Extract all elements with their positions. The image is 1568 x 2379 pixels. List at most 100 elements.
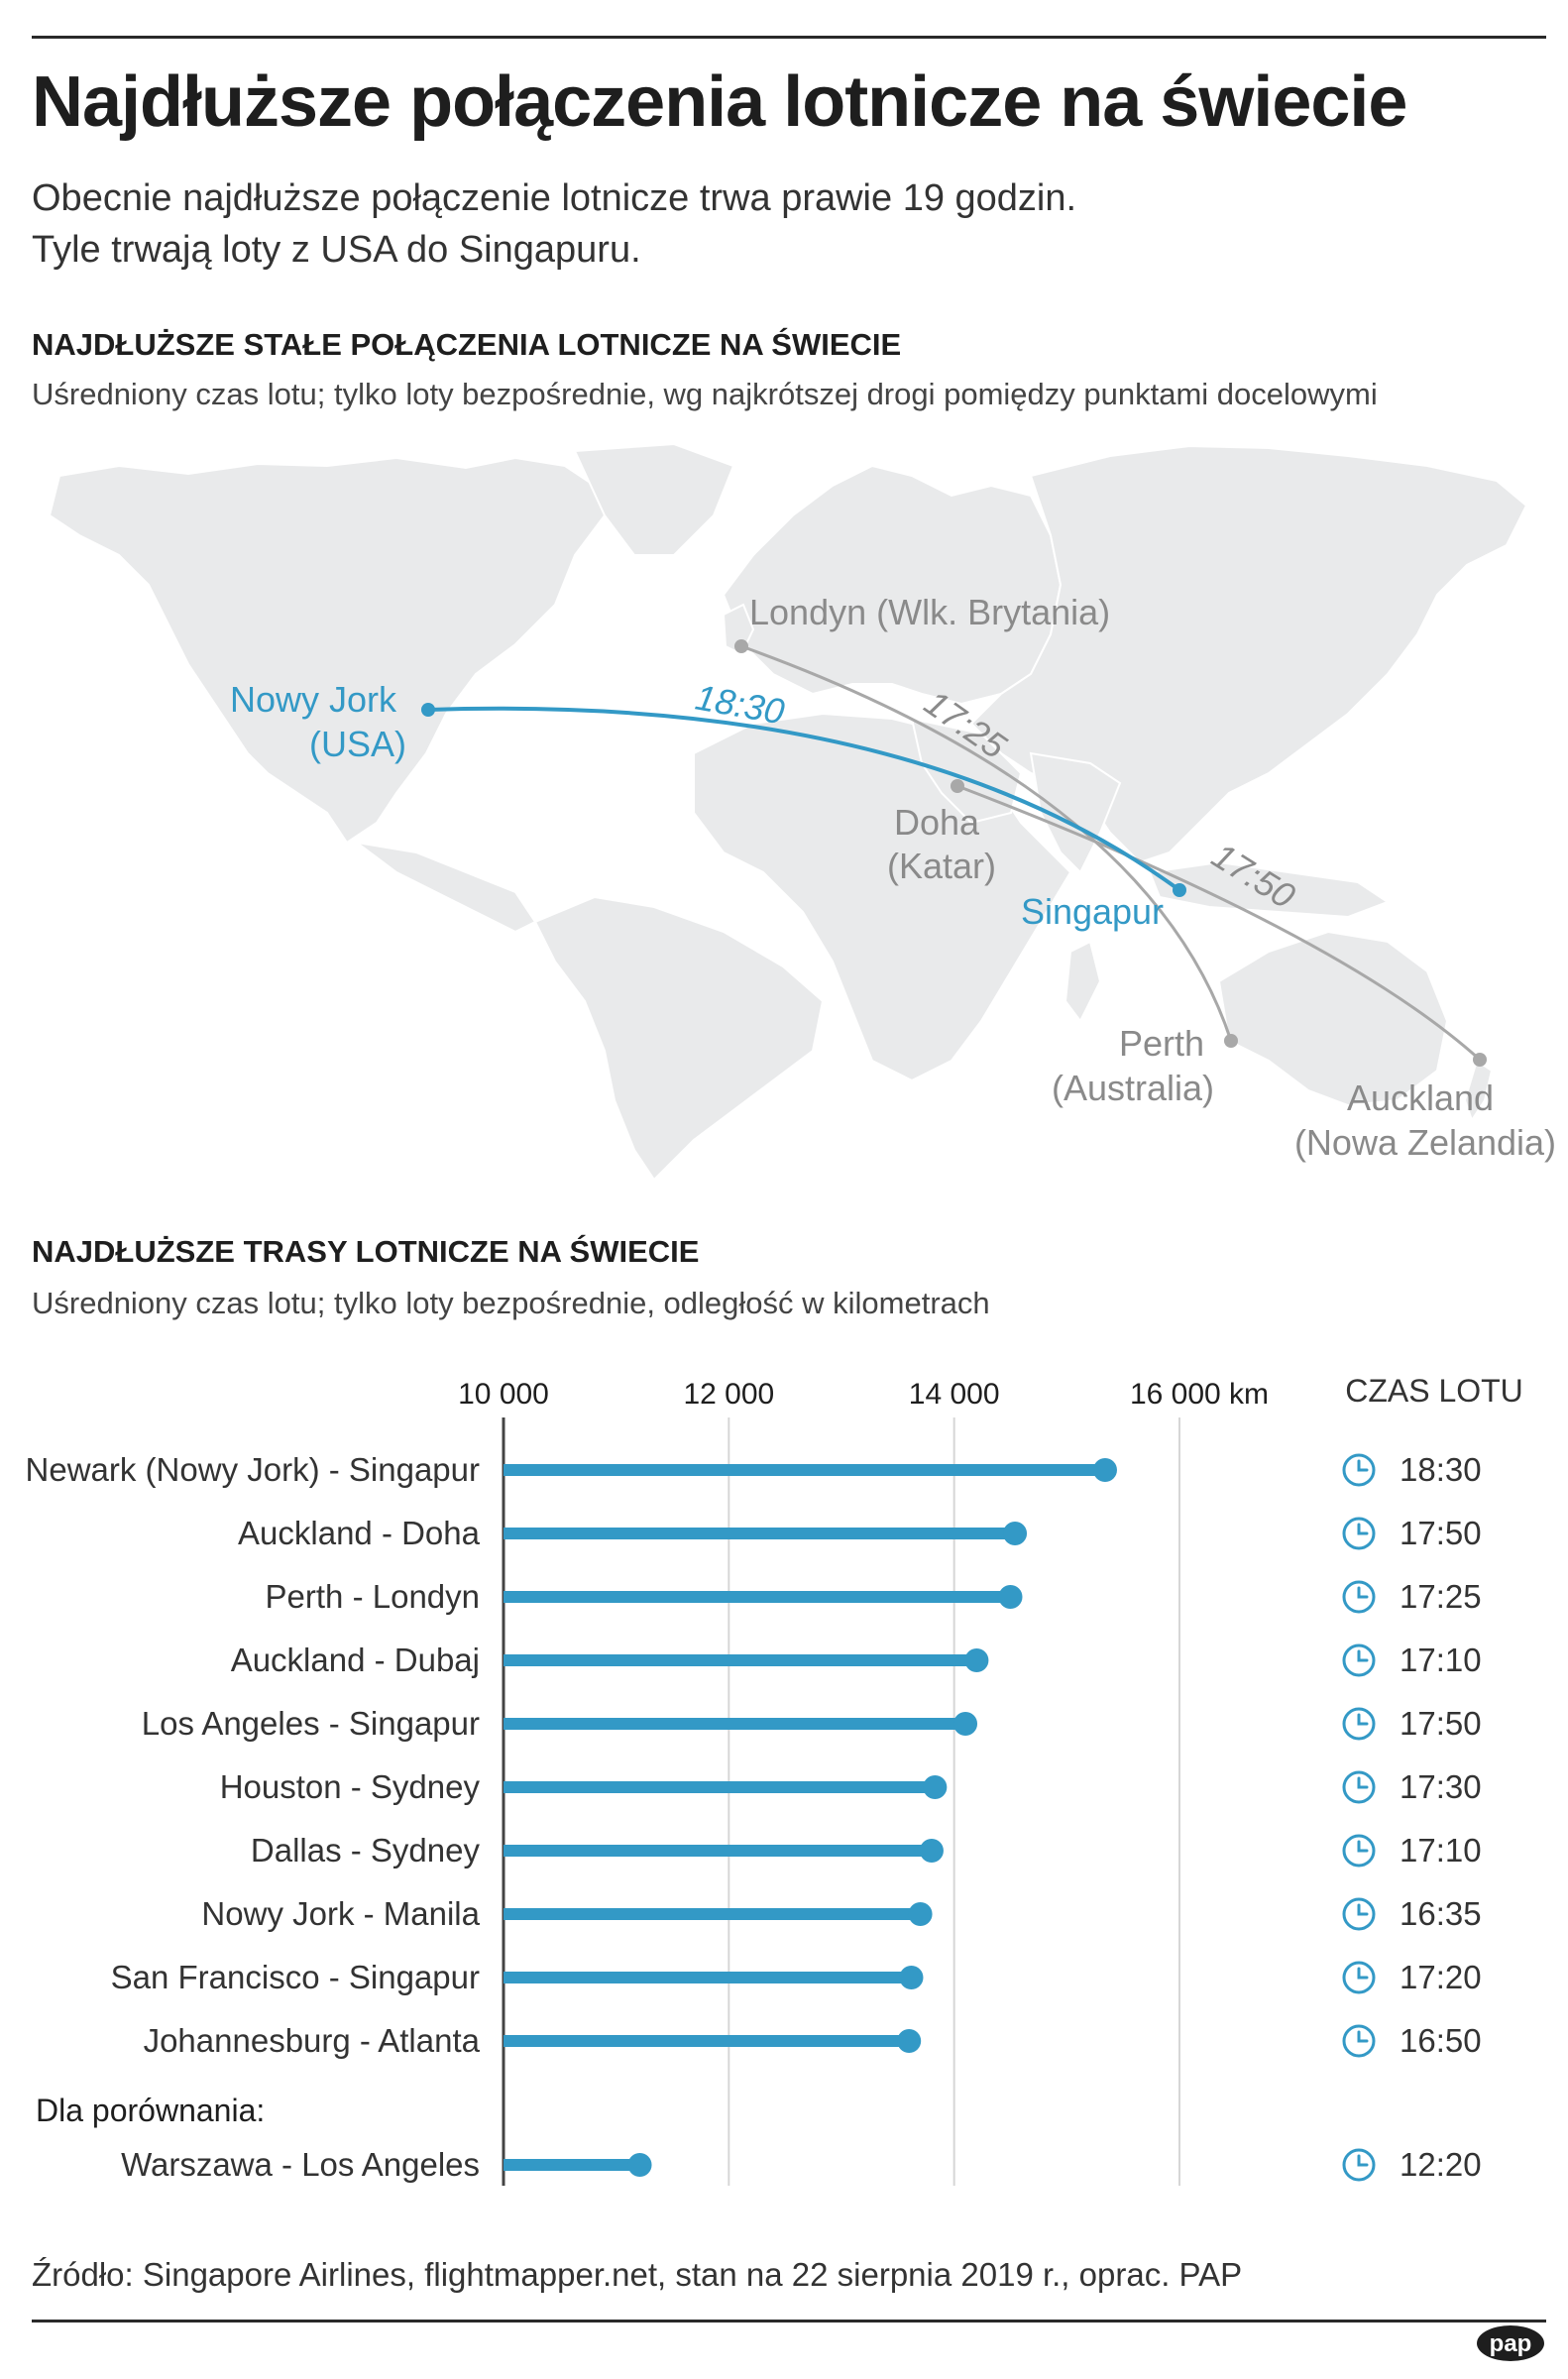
arabia-shape xyxy=(910,717,1023,825)
chart-row: Auckland - Doha 17:50 xyxy=(238,1515,1482,1551)
map-city-dots xyxy=(421,639,1487,1067)
bar-end-dot xyxy=(897,2029,922,2053)
flight-time: 17:50 xyxy=(1400,1515,1482,1551)
clock-icon xyxy=(1342,1770,1376,1804)
row-label: Perth - Londyn xyxy=(266,1578,480,1615)
chart-row: Perth - Londyn 17:25 xyxy=(266,1578,1482,1615)
dot-nyc xyxy=(421,703,435,717)
route-london-perth xyxy=(740,644,1233,1042)
row-label: Newark (Nowy Jork) - Singapur xyxy=(26,1451,480,1488)
europe-shape xyxy=(722,464,1063,706)
chart-section-subheading: Uśredniony czas lotu; tylko loty bezpośr… xyxy=(32,1286,990,1320)
flight-time: 17:10 xyxy=(1400,1832,1482,1869)
page-title: Najdłuższe połączenia lotnicze na świeci… xyxy=(32,62,1407,142)
label-auckland: Auckland (Nowa Zelandia) xyxy=(1294,1077,1556,1163)
dot-doha xyxy=(951,779,964,793)
chart-row: Auckland - Dubaj 17:10 xyxy=(231,1642,1482,1678)
comparison-label: Dla porównania: xyxy=(36,2093,265,2128)
flight-time: 16:50 xyxy=(1400,2022,1482,2059)
label-singapore: Singapur xyxy=(1021,891,1164,932)
south-america-shape xyxy=(533,895,825,1182)
row-label: Warszawa - Los Angeles xyxy=(121,2146,480,2183)
map-routes xyxy=(427,644,1482,1062)
time-column-header: CZAS LOTU xyxy=(1345,1373,1523,1409)
row-label: Auckland - Doha xyxy=(238,1515,481,1551)
row-label: Auckland - Dubaj xyxy=(231,1642,480,1678)
clock-icon xyxy=(1342,1707,1376,1741)
label-doha: Doha (Katar) xyxy=(887,802,996,886)
new-zealand-shape xyxy=(1463,1059,1494,1123)
x-tick-label: 10 000 xyxy=(458,1378,549,1411)
source-note: Źródło: Singapore Airlines, flightmapper… xyxy=(32,2256,1243,2293)
australia-shape xyxy=(1217,930,1449,1107)
clock-icon xyxy=(1342,1517,1376,1550)
bar-end-dot xyxy=(627,2153,652,2177)
row-label: Houston - Sydney xyxy=(220,1768,481,1805)
map-section-subheading: Uśredniony czas lotu; tylko loty bezpośr… xyxy=(32,377,1378,411)
clock-icon xyxy=(1342,1961,1376,1994)
dot-perth xyxy=(1224,1034,1238,1048)
subtitle-line-1: Obecnie najdłuższe połączenie lotnicze t… xyxy=(32,177,1077,219)
svg-text:pap: pap xyxy=(1490,2330,1532,2357)
clock-icon xyxy=(1342,2148,1376,2182)
clock-icon xyxy=(1342,1643,1376,1677)
row-label: Los Angeles - Singapur xyxy=(142,1705,480,1742)
flight-time: 12:20 xyxy=(1400,2146,1482,2183)
madagascar-shape xyxy=(1064,940,1102,1023)
label-perth: Perth (Australia) xyxy=(1052,1023,1214,1108)
chart-section-heading: NAJDŁUŻSZE TRASY LOTNICZE NA ŚWIECIE xyxy=(32,1234,700,1269)
flight-time: 16:35 xyxy=(1400,1895,1482,1932)
asia-shape xyxy=(969,444,1528,864)
label-london: Londyn (Wlk. Brytania) xyxy=(749,592,1110,632)
chart-row: Newark (Nowy Jork) - Singapur 18:30 xyxy=(26,1451,1482,1488)
central-america-shape xyxy=(356,842,537,934)
dot-london xyxy=(734,639,748,653)
route-doha-auckland xyxy=(956,784,1482,1062)
chart-row: San Francisco - Singapur 17:20 xyxy=(111,1959,1482,1995)
flight-time: 17:25 xyxy=(1400,1578,1482,1615)
dot-auckland xyxy=(1473,1053,1487,1067)
page-subtitle: Obecnie najdłuższe połączenie lotnicze t… xyxy=(32,172,1419,276)
north-america-shape xyxy=(48,456,607,845)
chart-row: Dallas - Sydney 17:10 xyxy=(251,1832,1482,1869)
bar-end-dot xyxy=(923,1775,948,1799)
bar-end-dot xyxy=(919,1839,944,1863)
map-section-heading: NAJDŁUŻSZE STAŁE POŁĄCZENIA LOTNICZE NA … xyxy=(32,327,902,362)
bar-end-dot xyxy=(1092,1458,1117,1482)
flight-time: 17:50 xyxy=(1400,1705,1482,1742)
row-label: Dallas - Sydney xyxy=(251,1832,481,1869)
world-landmass xyxy=(48,442,1528,1182)
flight-time: 18:30 xyxy=(1400,1451,1482,1488)
clock-icon xyxy=(1342,1453,1376,1487)
chart-gridlines xyxy=(728,1417,1180,2186)
bar-end-dot xyxy=(1003,1522,1028,1545)
row-label: Nowy Jork - Manila xyxy=(201,1895,480,1932)
chart-row: Nowy Jork - Manila 16:35 xyxy=(201,1895,1481,1932)
x-tick-label: 14 000 xyxy=(909,1378,1000,1411)
indonesia-shape xyxy=(1148,860,1391,919)
row-label: Johannesburg - Atlanta xyxy=(144,2022,481,2059)
subtitle-line-2: Tyle trwają loty z USA do Singapuru. xyxy=(32,229,641,271)
chart-row: Houston - Sydney 17:30 xyxy=(220,1768,1482,1805)
bar-end-dot xyxy=(964,1648,989,1672)
clock-icon xyxy=(1342,1580,1376,1614)
pap-logo: pap xyxy=(1477,2325,1544,2361)
row-label: San Francisco - Singapur xyxy=(111,1959,480,1995)
dot-singapore xyxy=(1173,883,1186,897)
clock-icon xyxy=(1342,2024,1376,2058)
label-nyc: Nowy Jork (USA) xyxy=(230,679,406,764)
bottom-rule xyxy=(32,2320,1546,2322)
chart-row: Johannesburg - Atlanta 16:50 xyxy=(144,2022,1482,2059)
chart-rows: Newark (Nowy Jork) - Singapur 18:30 Auckla… xyxy=(26,1451,1482,2183)
flight-time: 17:20 xyxy=(1400,1959,1482,1995)
flight-time: 17:10 xyxy=(1400,1642,1482,1678)
greenland-shape xyxy=(573,442,735,556)
x-tick-label: 16 000 km xyxy=(1130,1378,1269,1411)
route-map: Nowy Jork (USA) Londyn (Wlk. Brytania) D… xyxy=(48,442,1556,1182)
bar-end-dot xyxy=(953,1712,978,1736)
x-tick-label: 12 000 xyxy=(683,1378,774,1411)
route-nyc-singapore xyxy=(427,706,1181,892)
chart-x-ticks: 10 000 12 000 14 000 16 000 km xyxy=(458,1378,1269,1411)
chart-row: Los Angeles - Singapur 17:50 xyxy=(142,1705,1482,1742)
routes-distance-chart: 10 000 12 000 14 000 16 000 km CZAS LOTU Dl… xyxy=(26,1373,1523,2186)
